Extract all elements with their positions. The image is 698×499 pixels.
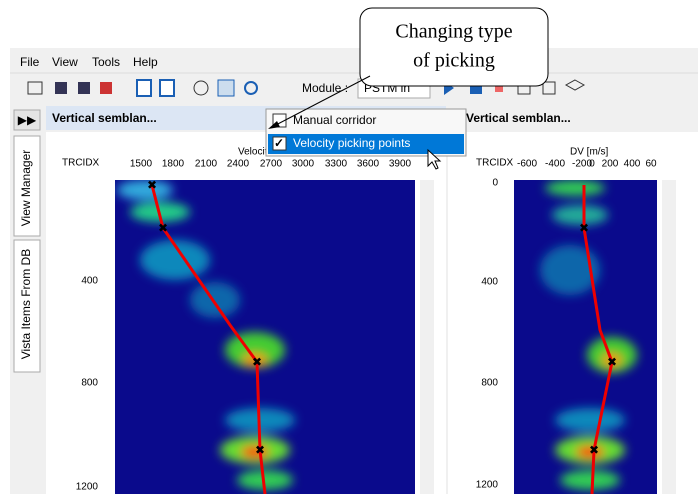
callout xyxy=(359,7,549,87)
x-tick-label: 1800 xyxy=(162,159,185,170)
x-tick-label: 400 xyxy=(624,159,641,170)
x-tick-label: 200 xyxy=(602,159,619,170)
x-tick-label: -600 xyxy=(517,159,537,170)
picking-curve xyxy=(150,184,267,495)
scrollbar[interactable] xyxy=(420,180,434,494)
y-tick-label: 400 xyxy=(81,276,98,287)
svg-text:✖: ✖ xyxy=(579,221,589,235)
x-tick-label: 2400 xyxy=(227,159,250,170)
svg-text:✖: ✖ xyxy=(589,443,599,457)
menu-item[interactable]: View xyxy=(52,55,78,69)
y-tick-label: 1200 xyxy=(76,482,99,493)
y-tick-label: 800 xyxy=(81,378,98,389)
svg-text:✖: ✖ xyxy=(252,355,262,369)
x-tick-label: 2100 xyxy=(195,159,218,170)
module-label: Module : xyxy=(302,81,348,95)
x-tick-label: 2700 xyxy=(260,159,283,170)
panel-title: Vertical semblan... xyxy=(52,111,157,125)
check-mark: ✓ xyxy=(274,136,284,150)
axis-label: TRCIDX xyxy=(476,158,514,169)
cursor xyxy=(427,148,442,170)
svg-text:✖: ✖ xyxy=(158,221,168,235)
side-tab-label: View Manager xyxy=(19,150,33,227)
x-tick-label: 1500 xyxy=(130,159,153,170)
y-tick-label: 0 xyxy=(492,178,498,189)
collapse-button[interactable] xyxy=(13,109,41,131)
side-tab[interactable] xyxy=(13,239,41,373)
svg-text:✖: ✖ xyxy=(607,355,617,369)
axis-label: DV [m/s] xyxy=(570,147,609,158)
axis-label: Velocity xyxy=(238,147,272,158)
picks: ✖ ✖ ✖ xyxy=(579,221,617,457)
x-tick-label: 3900 xyxy=(389,159,412,170)
collapse-icon: ▶▶ xyxy=(18,113,37,127)
menu-item-highlight[interactable] xyxy=(268,134,464,154)
menu-item[interactable]: Velocity picking points xyxy=(293,136,410,150)
side-tab[interactable] xyxy=(13,135,41,237)
callout-arrow xyxy=(271,75,371,128)
panel-header xyxy=(448,106,698,130)
svg-text:✖: ✖ xyxy=(255,443,265,457)
y-tick-label: 1200 xyxy=(476,480,499,491)
x-tick-label: 3000 xyxy=(292,159,315,170)
y-tick-label: 400 xyxy=(481,277,498,288)
callout-text: of picking xyxy=(413,50,495,72)
semblance-map xyxy=(540,180,637,490)
checkbox[interactable] xyxy=(272,136,287,151)
y-tick-label: 800 xyxy=(481,378,498,389)
side-tab-label: Vista Items From DB xyxy=(19,249,33,359)
menu-item[interactable]: Tools xyxy=(92,55,120,69)
x-tick-label: 3300 xyxy=(325,159,348,170)
svg-text:✖: ✖ xyxy=(147,178,157,192)
x-tick-label: 3600 xyxy=(357,159,380,170)
scrollbar[interactable] xyxy=(662,180,676,494)
x-tick-label: 0 xyxy=(589,159,595,170)
x-tick-label: -400 xyxy=(545,159,565,170)
x-tick-label: -200 xyxy=(572,159,592,170)
menu-item[interactable]: File xyxy=(20,55,40,69)
menu-item[interactable]: Help xyxy=(133,55,158,69)
picks: ✖ ✖ ✖ ✖ xyxy=(147,178,265,457)
panel-title: Vertical semblan... xyxy=(466,111,571,125)
x-tick-label: 60 xyxy=(645,159,657,170)
callout-text: Changing type xyxy=(395,21,512,43)
menu-item[interactable]: Manual corridor xyxy=(293,113,376,127)
picking-curve xyxy=(582,185,614,495)
axis-label: TRCIDX xyxy=(62,158,100,169)
menu-bar: File View Tools Help xyxy=(20,55,158,69)
